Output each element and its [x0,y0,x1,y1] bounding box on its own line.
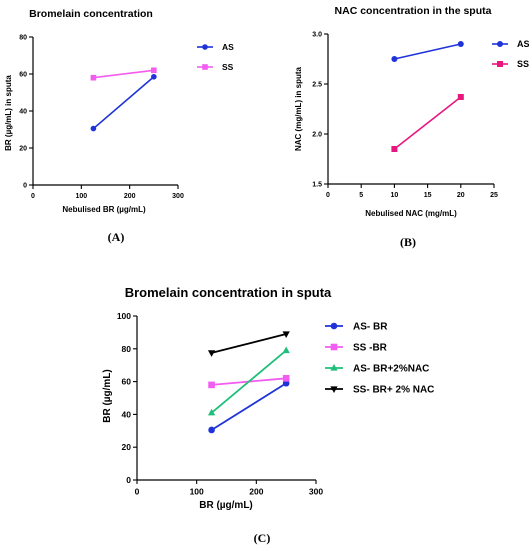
y-axis-label: BR (µg/mL) [102,369,113,423]
series-line [393,96,462,150]
data-point [391,146,398,152]
data-point [207,408,216,416]
data-point [282,331,290,338]
series-line [394,43,461,60]
x-axis-label: Nebulised NAC (mg/mL) [365,209,457,218]
data-point [457,94,464,100]
series-line [211,382,287,431]
caption-b: (B) [400,235,416,249]
x-axis-label: BR (µg/mL) [199,500,253,511]
panel-b-chart: 0 5 10 15 20 25 1.5 2.0 2.5 3.0 NAC concentration … [294,5,529,218]
data-point [282,346,290,354]
x-tick-label: 200 [249,487,263,497]
x-tick-label: 0 [135,487,140,497]
caption-a: (A) [108,230,125,244]
x-tick-label: 300 [309,487,323,497]
legend-marker [202,64,208,70]
legend-label: SS [517,59,529,69]
data-point [207,350,216,357]
y-tick-label: 20 [122,442,132,452]
x-tick-label: 20 [457,192,465,199]
legend-label: SS- BR+ 2% NAC [353,385,434,396]
x-tick-label: 15 [424,192,432,199]
y-tick-label: 20 [19,145,27,152]
y-tick-label: 40 [122,409,132,419]
series-line [92,76,155,130]
legend-marker [330,386,338,393]
chart-title: Bromelain concentration in sputa [125,285,332,300]
data-point [391,56,398,62]
y-tick-label: 80 [19,34,27,41]
legend-label: AS [222,42,234,52]
data-point [151,73,157,80]
data-point [457,41,464,47]
legend-marker [497,61,503,67]
y-tick-label: 60 [19,71,27,78]
legend-label: AS- BR+2%NAC [353,364,429,375]
x-tick-label: 100 [75,193,87,200]
legend-label: SS -BR [353,343,388,354]
chart-title: Bromelain concentration [29,8,153,20]
y-tick-label: 2.0 [312,131,322,138]
y-tick-label: 1.5 [312,181,322,188]
y-tick-label: 100 [117,311,131,321]
legend-marker [497,41,503,47]
y-axis-label: BR (µg/mL) in sputa [4,75,13,151]
x-axis-label: Nebulised BR (µg/mL) [62,205,146,214]
caption-c: (C) [254,531,271,545]
legend-label: AS- BR [353,322,388,333]
x-tick-label: 100 [190,487,204,497]
y-tick-label: 3.0 [312,31,322,38]
legend-marker [330,343,338,351]
panel-a-chart: 0 100 200 300 0 20 40 60 80 Bromelain concentrati… [4,8,234,214]
legend-label: AS [517,39,529,49]
data-point [90,74,97,81]
x-tick-label: 0 [326,192,330,199]
y-tick-label: 40 [19,108,27,115]
x-tick-label: 10 [391,192,399,199]
legend-marker [330,322,338,330]
legend-label: SS [222,62,234,72]
x-tick-label: 5 [359,192,363,199]
series-line [211,333,287,354]
x-tick-label: 0 [31,193,35,200]
series-line [211,349,287,414]
data-point [208,381,215,389]
panel-c-chart: 0 100 200 300 0 20 40 60 80 100 Bromelain concentr… [102,285,434,511]
data-point [282,375,290,382]
y-tick-label: 80 [122,344,132,354]
y-axis-label: NAC (mg/mL) in sputa [294,66,303,151]
y-tick-label: 0 [23,182,27,189]
y-tick-label: 2.5 [312,81,322,88]
legend-marker [330,364,338,371]
x-tick-label: 200 [124,193,136,200]
data-point [208,426,215,434]
x-tick-label: 300 [172,193,184,200]
x-tick-label: 25 [490,192,498,199]
series-line [93,69,154,79]
legend-marker [202,44,208,50]
y-tick-label: 60 [122,377,132,387]
data-point [151,67,157,74]
chart-title: NAC concentration in the sputa [335,5,492,17]
y-tick-label: 0 [126,475,131,485]
data-point [90,125,97,132]
